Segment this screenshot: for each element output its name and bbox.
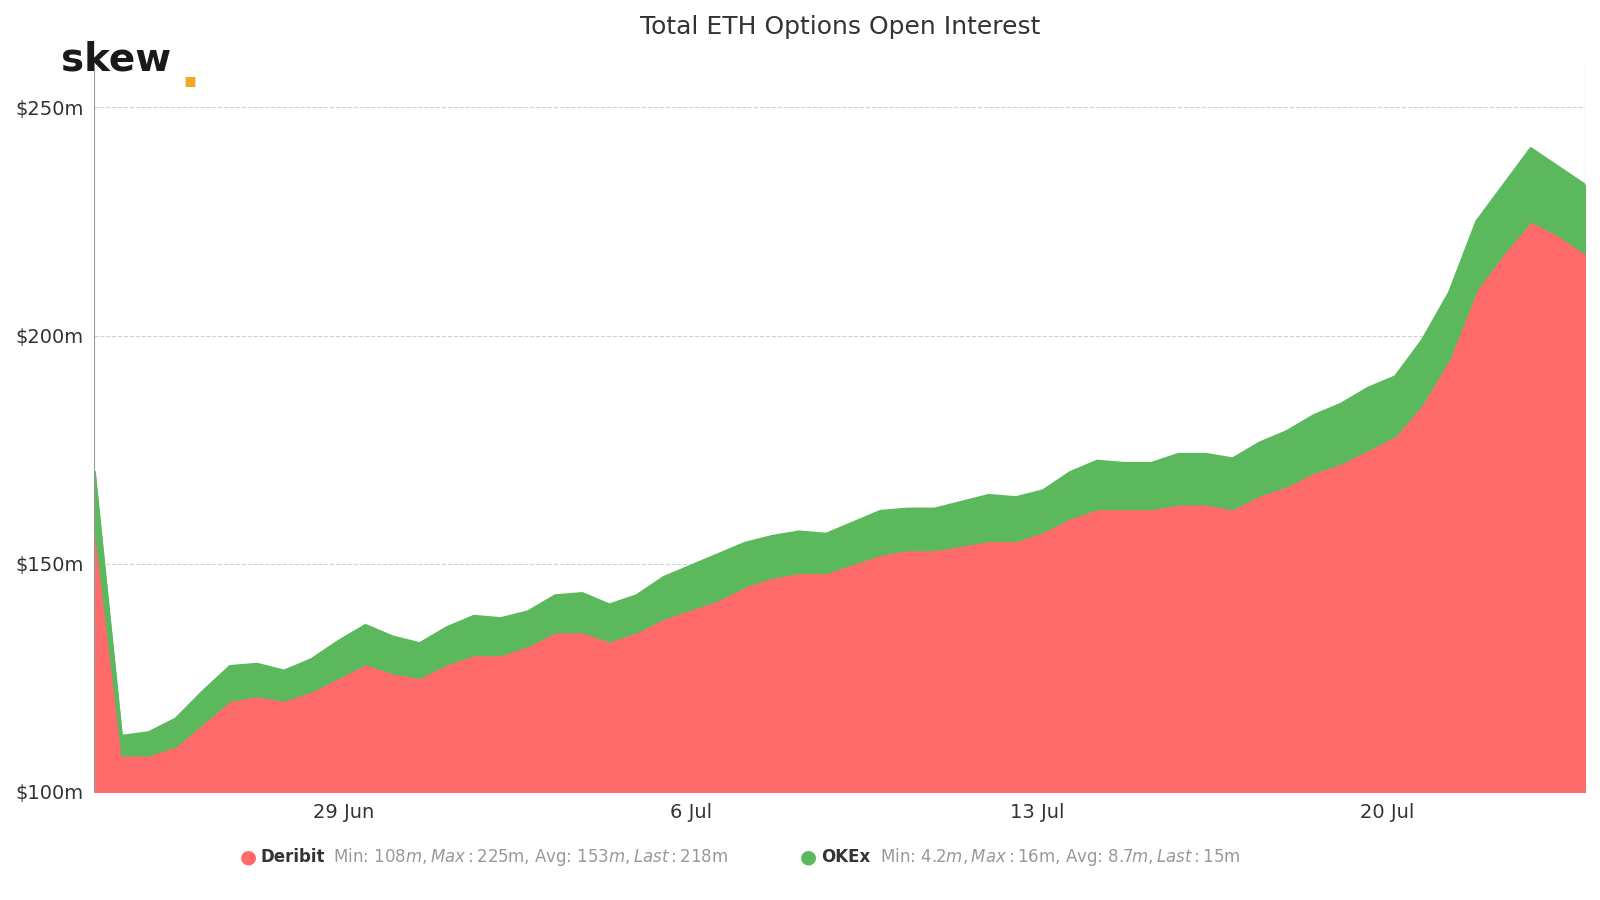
Text: OKEx: OKEx <box>821 848 870 866</box>
Text: ●: ● <box>800 847 816 867</box>
Text: .: . <box>179 45 200 99</box>
Title: Total ETH Options Open Interest: Total ETH Options Open Interest <box>640 15 1040 39</box>
Text: Min: $4.2m, Max: $16m, Avg: $8.7m, Last: $15m: Min: $4.2m, Max: $16m, Avg: $8.7m, Last:… <box>875 846 1240 868</box>
Text: ●: ● <box>240 847 256 867</box>
Text: Min: $108m, Max: $225m, Avg: $153m, Last: $218m: Min: $108m, Max: $225m, Avg: $153m, Last… <box>328 846 728 868</box>
Text: Deribit: Deribit <box>261 848 325 866</box>
Text: skew: skew <box>61 40 171 78</box>
